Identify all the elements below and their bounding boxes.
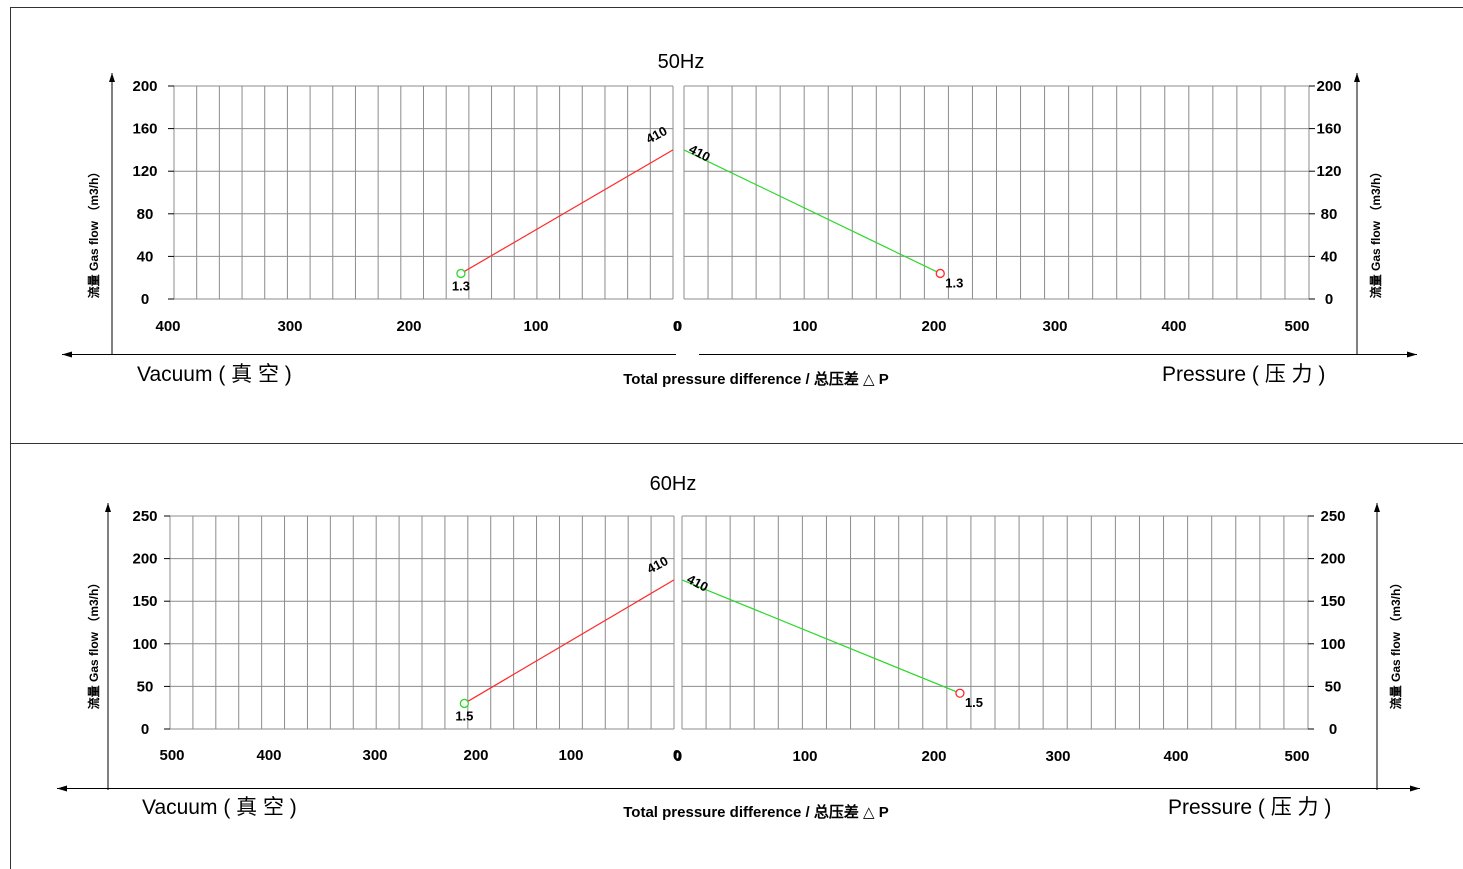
- x-tick-label: 500: [1284, 748, 1309, 765]
- data-label-high: 410: [685, 571, 711, 594]
- y-tick-label: 50: [1325, 678, 1342, 695]
- left-y-axis-arrow: [105, 503, 111, 512]
- y-tick-label: 0: [141, 291, 149, 308]
- x-tick-label: 100: [792, 318, 817, 335]
- x-tick-label: 0: [673, 747, 681, 764]
- x-axis-label: Total pressure difference / 总压差 △ P: [623, 803, 889, 821]
- horizontal-axis-arrow-right: [1410, 785, 1420, 792]
- right-y-axis-arrow: [1354, 73, 1360, 82]
- y-tick-label: 80: [1321, 206, 1338, 223]
- y-tick-label: 150: [132, 593, 157, 610]
- y-tick-label: 200: [1316, 78, 1341, 95]
- x-tick-label: 300: [277, 318, 302, 335]
- chart-title: 50Hz: [658, 51, 705, 73]
- y-tick-label: 40: [1321, 248, 1338, 265]
- y-tick-label: 160: [132, 121, 157, 138]
- data-label-low: 1.5: [455, 708, 473, 723]
- x-tick-label: 100: [523, 318, 548, 335]
- vacuum-label: Vacuum ( 真 空 ): [142, 796, 297, 819]
- x-tick-label: 0: [673, 318, 681, 335]
- horizontal-axis-arrow-left: [62, 351, 72, 358]
- x-tick-label: 0: [674, 748, 682, 765]
- frame-border: [10, 7, 1463, 869]
- series-line: [460, 149, 674, 274]
- endpoint-marker: [459, 698, 469, 709]
- series-line: [464, 579, 675, 704]
- pressure-label: Pressure ( 压 力 ): [1168, 796, 1331, 819]
- endpoint-marker: [955, 688, 965, 698]
- pressure-label: Pressure ( 压 力 ): [1162, 363, 1325, 386]
- data-label-low: 1.5: [965, 695, 983, 710]
- series-line: [683, 149, 941, 274]
- y-tick-label: 250: [1320, 508, 1345, 525]
- x-tick-label: 300: [1042, 318, 1067, 335]
- y-tick-label: 250: [132, 508, 157, 525]
- y-tick-label: 120: [132, 163, 157, 180]
- y-axis-label-left: 流量 Gas flow （m3/h）: [86, 166, 101, 299]
- y-tick-label: 0: [141, 721, 149, 738]
- data-label-low: 1.3: [945, 275, 963, 290]
- x-tick-label: 200: [396, 318, 421, 335]
- data-label-high: 410: [643, 123, 669, 146]
- endpoint-marker: [456, 268, 466, 279]
- vacuum-label: Vacuum ( 真 空 ): [137, 363, 292, 386]
- data-label-low: 1.3: [452, 278, 470, 293]
- y-tick-label: 0: [1329, 721, 1337, 738]
- y-tick-label: 160: [1316, 121, 1341, 138]
- y-tick-label: 80: [137, 206, 154, 223]
- y-tick-label: 200: [132, 78, 157, 95]
- y-axis-label-left: 流量 Gas flow （m3/h）: [86, 577, 101, 710]
- y-tick-label: 150: [1320, 593, 1345, 610]
- x-tick-label: 0: [674, 318, 682, 335]
- x-tick-label: 200: [463, 747, 488, 764]
- y-tick-label: 100: [132, 636, 157, 653]
- x-tick-label: 200: [921, 748, 946, 765]
- y-tick-label: 200: [132, 551, 157, 568]
- y-tick-label: 200: [1320, 551, 1345, 568]
- x-tick-label: 200: [921, 318, 946, 335]
- y-tick-label: 50: [137, 678, 154, 695]
- y-tick-label: 100: [1320, 636, 1345, 653]
- x-tick-label: 400: [256, 747, 281, 764]
- horizontal-axis-arrow-left: [57, 785, 67, 792]
- series-line: [681, 579, 961, 694]
- x-tick-label: 100: [792, 748, 817, 765]
- data-label-high: 410: [644, 553, 670, 576]
- x-tick-label: 400: [1163, 748, 1188, 765]
- x-axis-label: Total pressure difference / 总压差 △ P: [623, 370, 889, 388]
- x-tick-label: 400: [155, 318, 180, 335]
- y-axis-label-right: 流量 Gas flow （m3/h）: [1388, 577, 1403, 710]
- endpoint-marker: [935, 268, 945, 279]
- x-tick-label: 500: [1284, 318, 1309, 335]
- y-axis-label-right: 流量 Gas flow （m3/h）: [1368, 166, 1383, 299]
- chart-title: 60Hz: [650, 473, 697, 495]
- x-tick-label: 300: [362, 747, 387, 764]
- right-y-axis-arrow: [1374, 503, 1380, 512]
- x-tick-label: 300: [1045, 748, 1070, 765]
- x-tick-label: 500: [159, 747, 184, 764]
- y-tick-label: 120: [1316, 163, 1341, 180]
- x-tick-label: 100: [558, 747, 583, 764]
- horizontal-axis-arrow-right: [1407, 351, 1417, 358]
- x-tick-label: 400: [1161, 318, 1186, 335]
- y-tick-label: 0: [1325, 291, 1333, 308]
- y-tick-label: 40: [137, 248, 154, 265]
- left-y-axis-arrow: [109, 73, 115, 82]
